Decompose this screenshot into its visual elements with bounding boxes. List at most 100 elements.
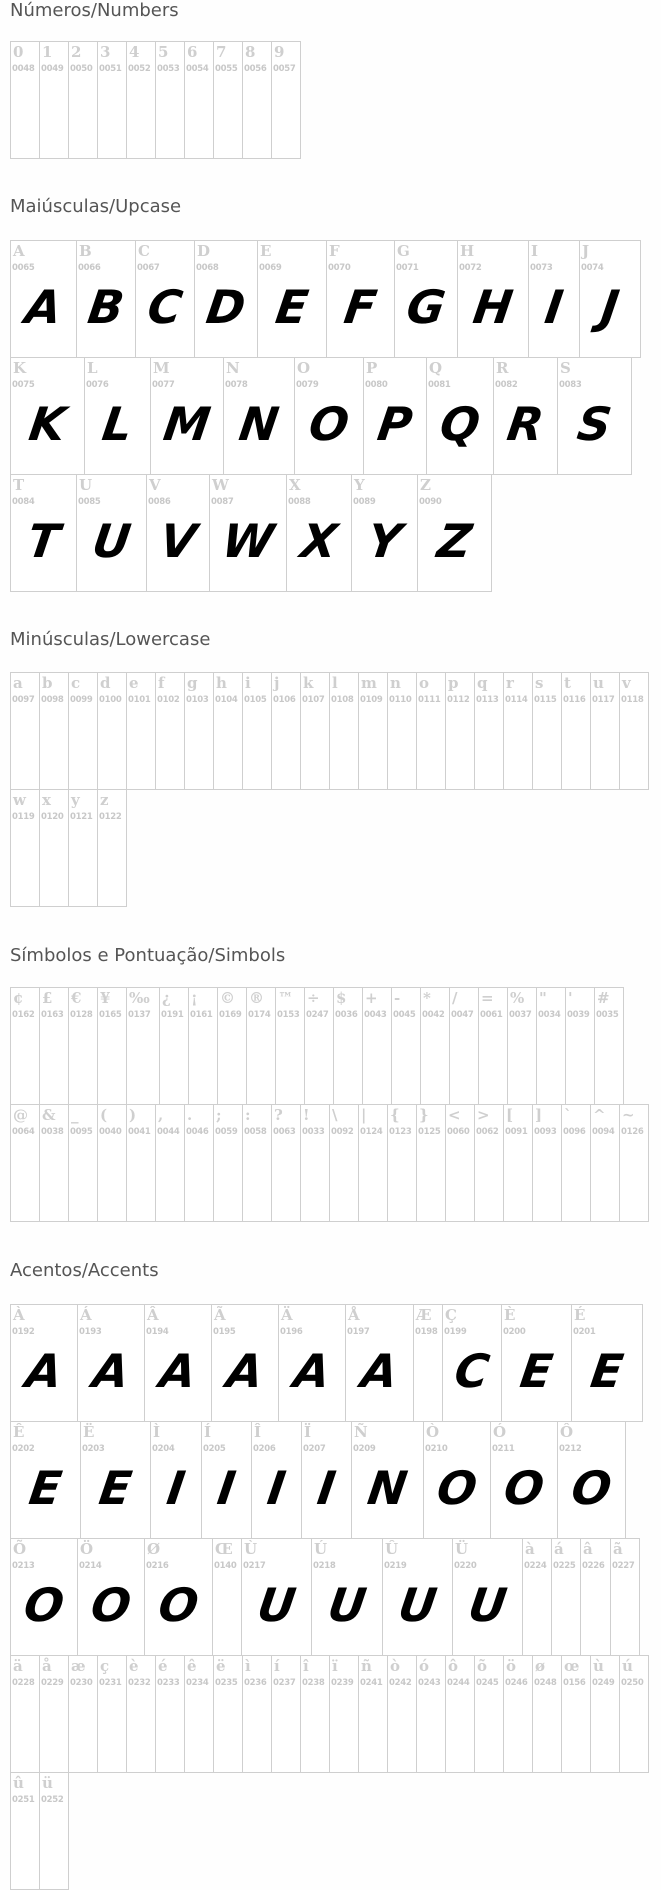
glyph-code: 0104 bbox=[215, 695, 238, 705]
glyph-code: 0047 bbox=[451, 1010, 474, 1020]
glyph-cell: 9 0057 bbox=[271, 41, 301, 159]
glyph-char-label: ™ bbox=[278, 989, 293, 1007]
glyph-cell: Œ 0140 bbox=[212, 1538, 242, 1656]
glyph-preview: O bbox=[305, 397, 353, 451]
glyph-char-label: f bbox=[158, 674, 165, 692]
glyph-code: 0198 bbox=[415, 1327, 438, 1337]
glyph-preview: H bbox=[469, 280, 517, 334]
glyph-code: 0100 bbox=[99, 695, 122, 705]
glyph-char-label: D bbox=[197, 242, 211, 260]
glyph-code: 0244 bbox=[447, 1678, 470, 1688]
glyph-cell: M 0077 M bbox=[150, 357, 224, 475]
glyph-char-label: î bbox=[303, 1657, 309, 1675]
glyph-char-label: ‰ bbox=[129, 989, 150, 1007]
glyph-cell: i 0105 bbox=[242, 672, 272, 790]
glyph-char-label: ¥ bbox=[100, 989, 111, 1007]
glyph-code: 0199 bbox=[444, 1327, 467, 1337]
glyph-char-label: œ bbox=[564, 1657, 580, 1675]
glyph-code: 0101 bbox=[128, 695, 151, 705]
glyph-code: 0090 bbox=[419, 497, 442, 507]
glyph-char-label: ¢ bbox=[13, 989, 24, 1007]
glyph-char-label: i bbox=[245, 674, 251, 692]
glyph-preview: U bbox=[254, 1578, 299, 1632]
glyph-grid: À 0192 A Á 0193 A Â 0194 A Ã 0195 A Ä 0196 A Å 0197 A Æ 019… bbox=[10, 1304, 650, 1890]
glyph-char-label: N bbox=[226, 359, 240, 377]
glyph-cell: Ä 0196 A bbox=[278, 1304, 346, 1422]
glyph-preview: E bbox=[587, 1344, 627, 1398]
glyph-code: 0082 bbox=[495, 380, 518, 390]
glyph-code: 0103 bbox=[186, 695, 209, 705]
glyph-char-label: ¿ bbox=[162, 989, 171, 1007]
glyph-char-label: 7 bbox=[216, 43, 227, 61]
glyph-cell: ü 0252 bbox=[39, 1772, 69, 1890]
glyph-preview: W bbox=[218, 514, 278, 568]
glyph-cell: R 0082 R bbox=[493, 357, 558, 475]
glyph-code: 0037 bbox=[509, 1010, 532, 1020]
glyph-cell: Á 0193 A bbox=[77, 1304, 145, 1422]
glyph-char-label: > bbox=[477, 1106, 490, 1124]
glyph-preview: A bbox=[223, 1344, 267, 1398]
glyph-code: 0061 bbox=[480, 1010, 503, 1020]
glyph-code: 0128 bbox=[70, 1010, 93, 1020]
glyph-char-label: J bbox=[582, 242, 590, 260]
glyph-cell: Ú 0218 U bbox=[311, 1538, 383, 1656]
glyph-cell: ó 0243 bbox=[416, 1655, 446, 1773]
glyph-cell: Ò 0210 O bbox=[423, 1421, 491, 1539]
glyph-preview: R bbox=[503, 397, 547, 451]
glyph-cell: o 0111 bbox=[416, 672, 446, 790]
glyph-cell: } 0125 bbox=[416, 1104, 446, 1222]
glyph-cell: Z 0090 Z bbox=[417, 474, 492, 592]
glyph-code: 0249 bbox=[592, 1678, 615, 1688]
glyph-char-label: ê bbox=[187, 1657, 197, 1675]
glyph-preview: O bbox=[500, 1461, 548, 1515]
glyph-preview: D bbox=[203, 280, 249, 334]
glyph-code: 0088 bbox=[288, 497, 311, 507]
glyph-char-label: è bbox=[129, 1657, 139, 1675]
glyph-cell: Y 0089 Y bbox=[351, 474, 418, 592]
glyph-cell: y 0121 bbox=[68, 789, 98, 907]
glyph-grid: ¢ 0162 £0163 €0128 ¥0165 ‰ 0137 ¿ 0191 ¡ 0161 © 0169… bbox=[10, 987, 650, 1222]
glyph-cell: ä 0228 bbox=[10, 1655, 40, 1773]
glyph-cell: O 0079 O bbox=[294, 357, 364, 475]
glyph-char-label: c bbox=[71, 674, 81, 692]
glyph-code: 0174 bbox=[248, 1010, 271, 1020]
glyph-char-label: Ø bbox=[147, 1540, 161, 1558]
glyph-code: 0243 bbox=[418, 1678, 441, 1688]
glyph-char-label: n bbox=[390, 674, 401, 692]
glyph-char-label: 8 bbox=[245, 43, 256, 61]
glyph-code: 0229 bbox=[41, 1678, 64, 1688]
glyph-char-label: _ bbox=[71, 1106, 79, 1124]
glyph-code: 0046 bbox=[186, 1127, 209, 1137]
glyph-code: 0084 bbox=[12, 497, 35, 507]
glyph-cell: Ö 0214 O bbox=[77, 1538, 145, 1656]
glyph-code: 0200 bbox=[503, 1327, 526, 1337]
glyph-char-label: B bbox=[79, 242, 92, 260]
glyph-code: 0096 bbox=[563, 1127, 586, 1137]
glyph-cell: Ù 0217 U bbox=[241, 1538, 312, 1656]
glyph-char-label: Í bbox=[204, 1423, 212, 1441]
glyph-cell: ê 0234 bbox=[184, 1655, 214, 1773]
glyph-code: 0105 bbox=[244, 695, 267, 705]
glyph-cell: S 0083 S bbox=[557, 357, 632, 475]
glyph-char-label: È bbox=[504, 1306, 516, 1324]
glyph-char-label: ì bbox=[245, 1657, 251, 1675]
glyph-cell: m 0109 bbox=[358, 672, 388, 790]
glyph-char-label: ô bbox=[448, 1657, 459, 1675]
glyph-cell: _ 0095 bbox=[68, 1104, 98, 1222]
glyph-char-label: . bbox=[187, 1106, 193, 1124]
glyph-cell: ¡ 0161 bbox=[188, 987, 218, 1105]
glyph-preview: P bbox=[374, 397, 416, 451]
glyph-char-label: g bbox=[187, 674, 198, 692]
glyph-code: 0097 bbox=[12, 695, 35, 705]
glyph-code: 0153 bbox=[277, 1010, 300, 1020]
glyph-cell: b 0098 bbox=[39, 672, 69, 790]
glyph-char-label: z bbox=[100, 791, 109, 809]
glyph-code: 0120 bbox=[41, 812, 64, 822]
glyph-cell: - 0045 bbox=[391, 987, 421, 1105]
glyph-cell: ã 0227 bbox=[610, 1538, 640, 1656]
glyph-char-label: Z bbox=[420, 476, 431, 494]
glyph-code: 0220 bbox=[454, 1561, 477, 1571]
glyph-char-label: q bbox=[477, 674, 488, 692]
glyph-code: 0163 bbox=[41, 1010, 64, 1020]
glyph-code: 0035 bbox=[596, 1010, 619, 1020]
